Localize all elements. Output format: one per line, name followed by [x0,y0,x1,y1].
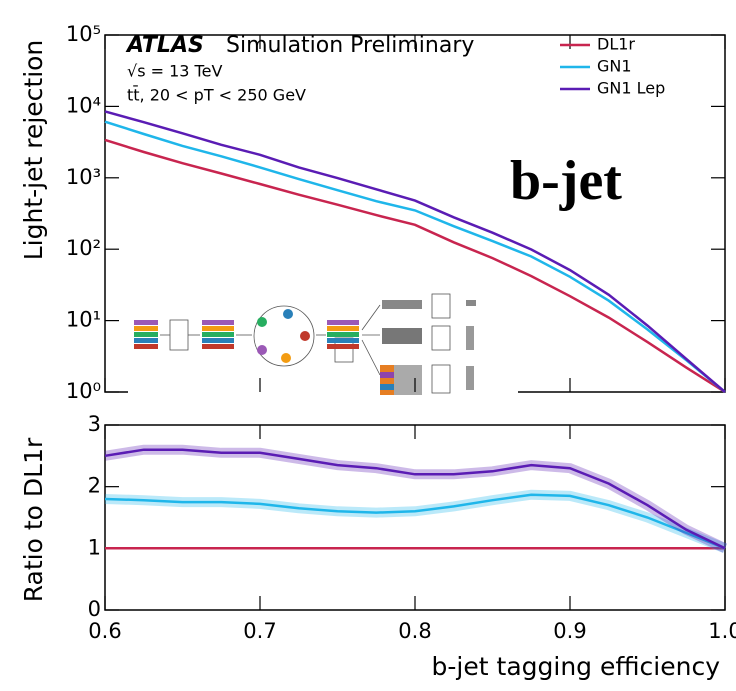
atlas-label: ATLAS [125,33,204,58]
y-tick-label: 1 [88,535,101,559]
selection-label: tt̄, 20 < pT < 250 GeV [127,86,306,105]
y-tick-label: 10² [66,236,101,260]
y-axis-label: Light-jet rejection [19,40,48,261]
b-jet-label: b-jet [510,150,622,212]
y-tick-label: 2 [88,474,101,498]
x-tick-label: 1.0 [708,619,736,643]
line [104,138,726,394]
y-tick-label: 0 [88,597,101,621]
line [104,448,726,550]
atlas-sublabel: Simulation Preliminary [226,33,474,58]
x-axis-label: b-jet tagging efficiency [432,652,721,681]
y-tick-label: 10³ [66,165,101,189]
y-tick-label: 10¹ [66,308,101,332]
y-tick-label: 10⁴ [66,93,101,117]
legend-label: DL1r [597,35,635,54]
x-tick-label: 0.8 [398,619,431,643]
line [104,493,726,550]
y-tick-label: 10⁵ [66,22,101,46]
legend-label: GN1 [597,57,632,76]
line [104,110,726,393]
x-tick-label: 0.6 [88,619,121,643]
y-axis-label: Ratio to DL1r [19,437,48,602]
y-tick-label: 3 [88,412,101,436]
line [104,120,726,393]
energy-label: √s = 13 TeV [127,62,222,81]
x-tick-label: 0.9 [553,619,586,643]
y-tick-label: 10⁰ [66,379,101,403]
legend-label: GN1 Lep [597,79,665,98]
gnn-diagram [128,282,518,400]
x-tick-label: 0.7 [243,619,276,643]
